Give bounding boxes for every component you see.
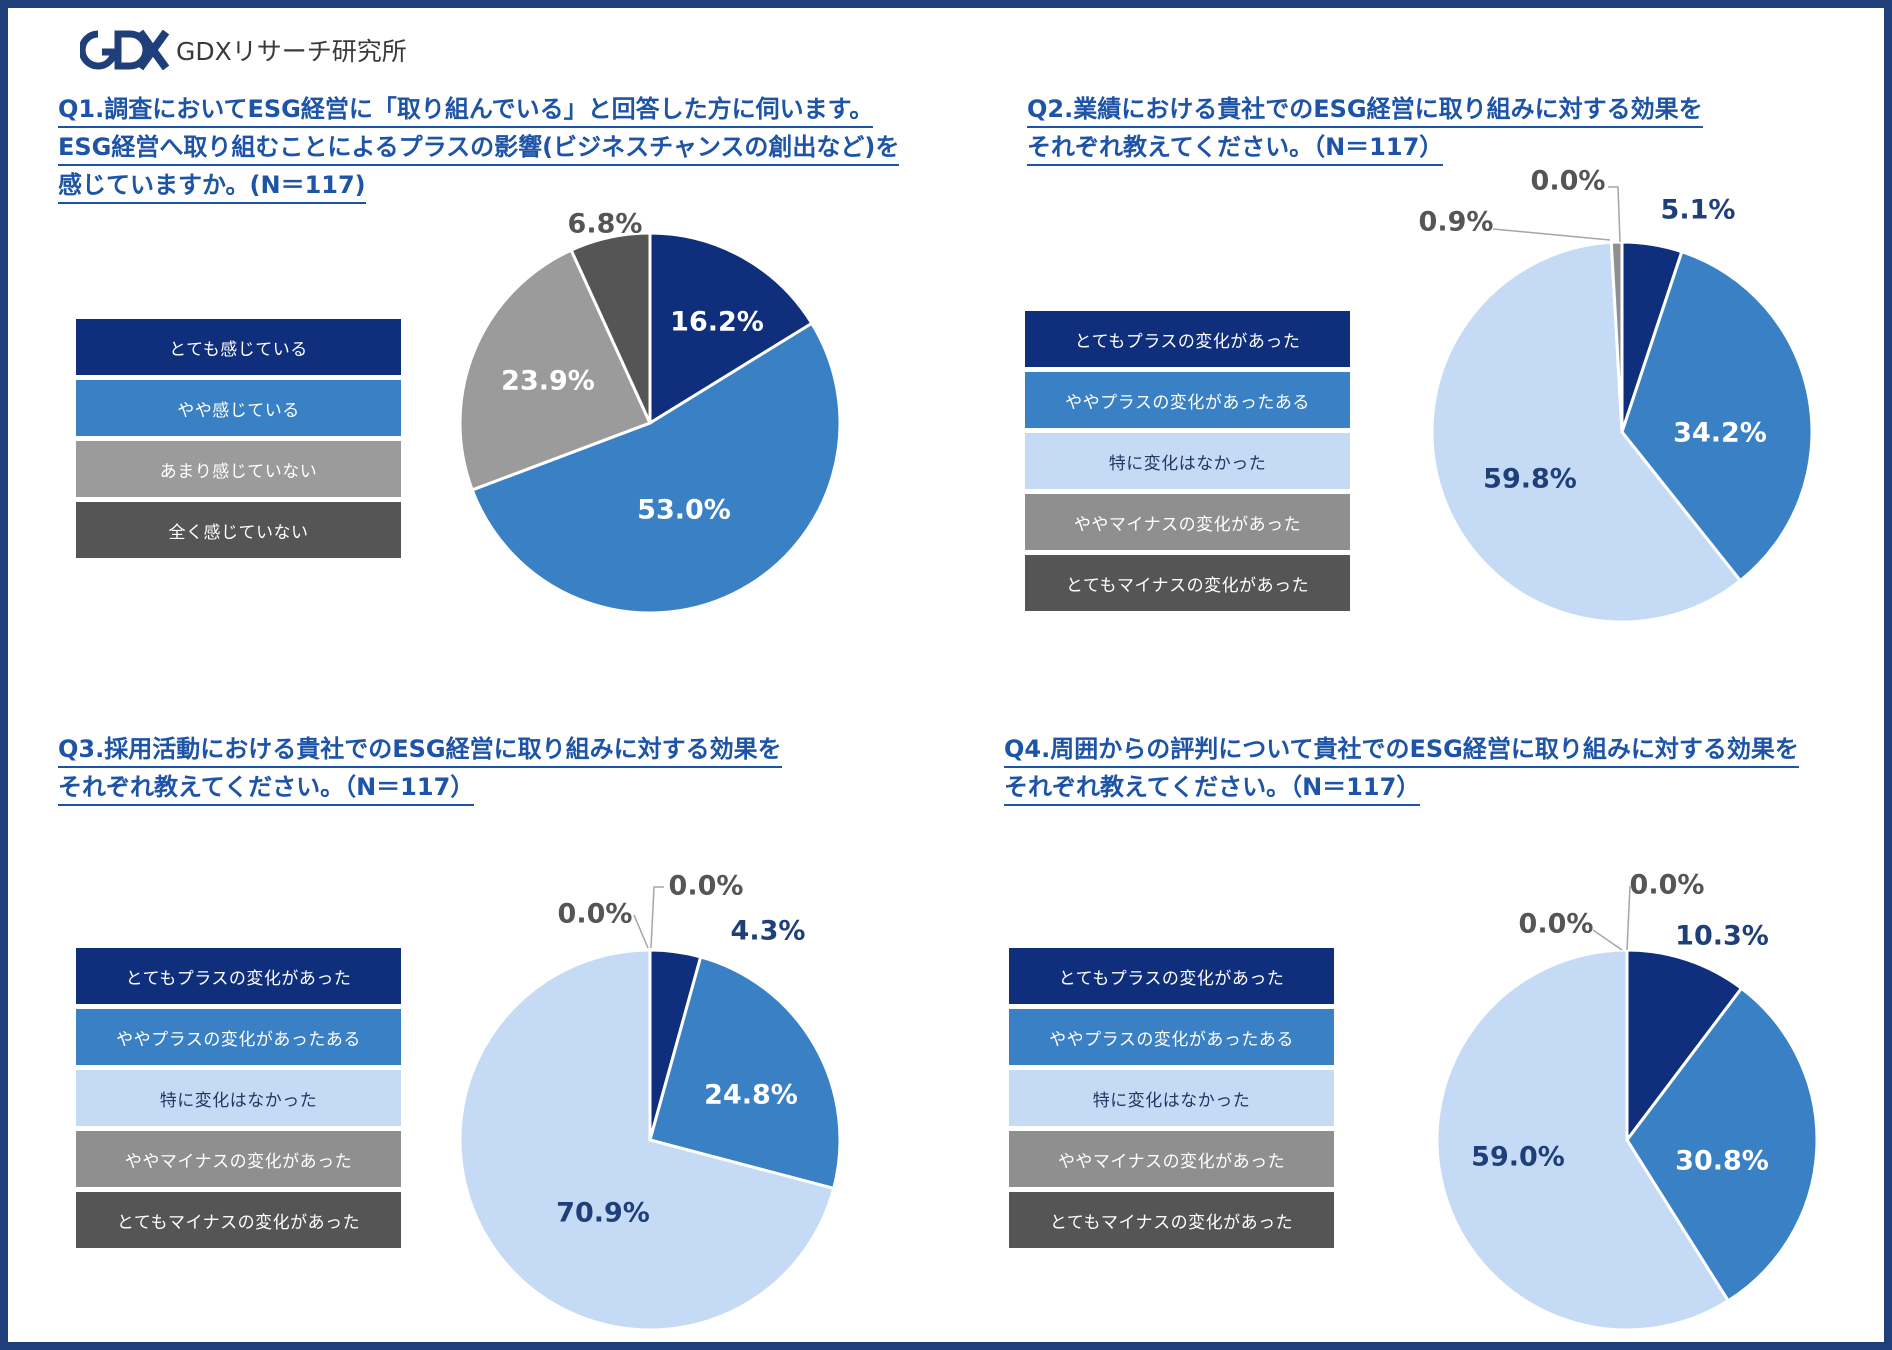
gdx-logo-icon [80,29,170,71]
logo: GDXリサーチ研究所 [80,28,407,72]
logo-text: GDXリサーチ研究所 [176,37,407,66]
